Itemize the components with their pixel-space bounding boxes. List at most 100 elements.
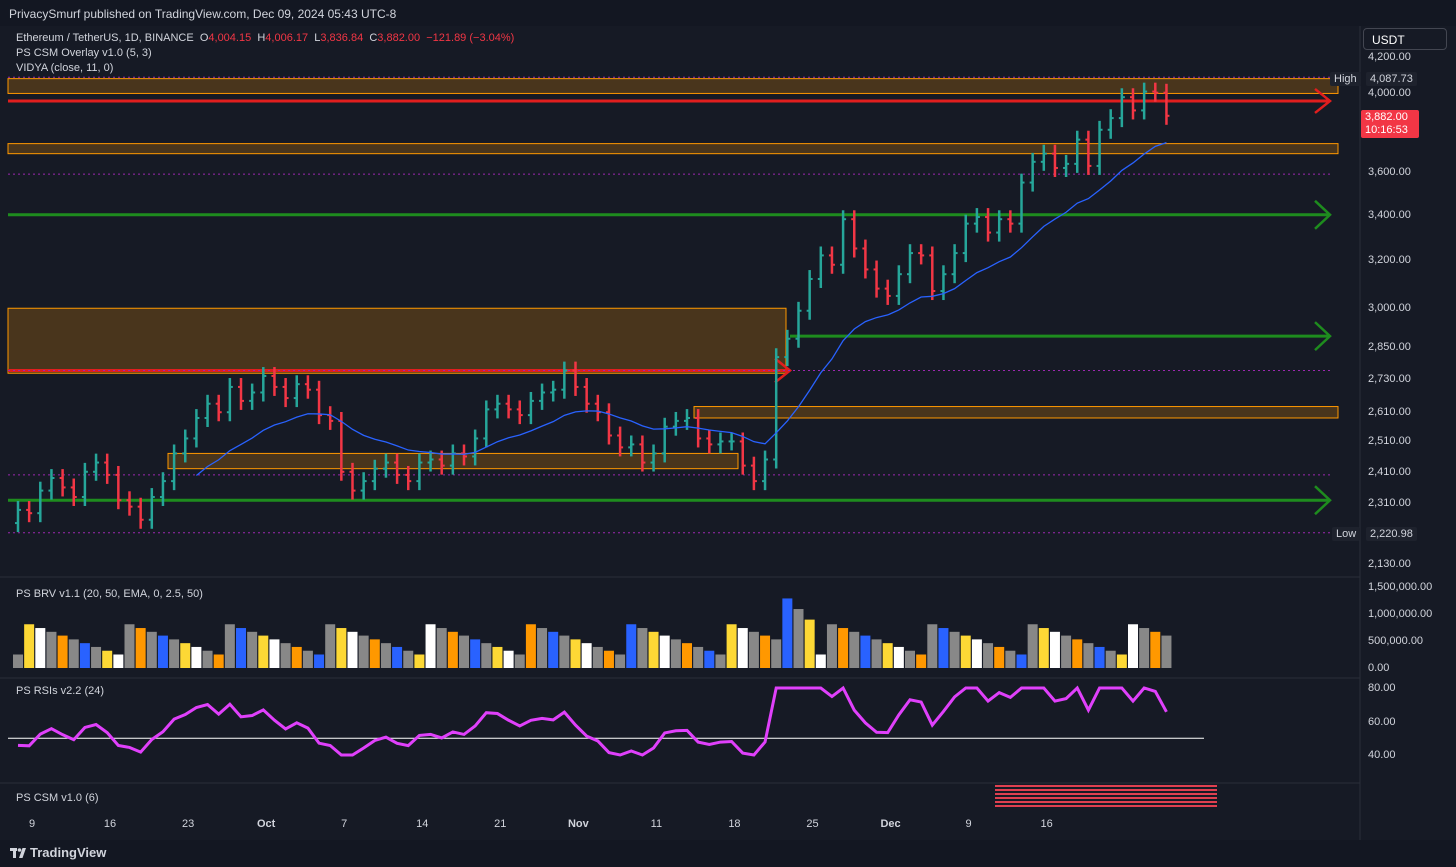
volume-bar [838,628,849,668]
time-tick: Oct [256,818,276,830]
high-tag-label: High [1334,73,1357,85]
volume-tick: 500,000.00 [1368,635,1424,647]
volume-bar [592,646,603,668]
volume-bar [603,650,614,668]
volume-bar [46,631,57,668]
high-label: H [257,32,266,44]
volume-bar [302,650,313,668]
volume-bar [1049,631,1060,668]
supply-zone [693,406,1339,419]
volume-bar [826,624,837,668]
high-tag: High [1330,72,1361,86]
symbol-legend: Ethereum / TetherUS, 1D, BINANCE O4,004.… [16,32,514,44]
volume-bar [726,624,737,668]
volume-bar [927,624,938,668]
volume-bar [258,635,269,668]
volume-bar [1083,643,1094,668]
volume-bar [1016,654,1027,668]
volume-bar [1072,639,1083,668]
csm-bar [995,785,1217,787]
volume-bar [670,639,681,668]
volume-bar [570,639,581,668]
volume-bar [113,654,124,668]
rsi-legend[interactable]: PS RSIs v2.2 (24) [16,685,105,697]
volume-bar [815,654,826,668]
supply-zone [7,78,1339,94]
symbol-name: Ethereum / TetherUS, 1D, BINANCE [16,32,194,44]
resistance-arrow [1314,87,1333,114]
volume-bar [559,635,570,668]
chart-canvas[interactable] [0,26,1456,840]
volume-bar [994,646,1005,668]
volume-bar [314,654,325,668]
volume-bar [1061,635,1072,668]
time-tick: 23 [181,818,195,830]
volume-bar [57,635,68,668]
volume-bar [893,646,904,668]
volume-bar [748,631,759,668]
volume-bar [1128,624,1138,668]
resistance-arrow [774,357,793,384]
volume-bar [403,650,414,668]
volume-bar [659,635,670,668]
bar-countdown: 10:16:53 [1365,124,1408,136]
volume-bar [1150,631,1161,668]
volume-bar [1094,646,1105,668]
overlay-legend[interactable]: PS CSM Overlay v1.0 (5, 3) [16,47,152,59]
volume-bar [760,635,771,668]
volume-bar [191,646,202,668]
volume-tick: 1,500,000.00 [1368,581,1433,593]
volume-bar [971,639,982,668]
price-tick: 3,600.00 [1368,166,1411,179]
volume-bar [247,631,258,668]
volume-bar [849,631,860,668]
volume-bar [380,643,391,668]
volume-bar [882,643,893,668]
csm-bar [995,801,1217,803]
volume-bar [682,643,692,668]
volume-bar [916,654,927,668]
volume-tick: 0.00 [1368,662,1390,674]
rsi-line [17,685,1168,757]
volume-bar [369,639,380,668]
volume-bar [169,639,180,668]
volume-bar [414,654,425,668]
volume-bar [771,639,782,668]
volume-bar [102,650,113,668]
vidya-legend[interactable]: VIDYA (close, 11, 0) [16,62,114,74]
volume-bar [1027,624,1038,668]
volume-bar [804,619,815,668]
open-value: 4,004.15 [208,32,252,44]
volume-bar [447,631,458,668]
high-tag-value: 4,087.73 [1366,72,1417,86]
volume-bar [436,628,447,668]
volume-bar [905,650,915,668]
time-tick: 25 [806,818,819,830]
csm-legend[interactable]: PS CSM v1.0 (6) [16,792,99,804]
volume-bar [960,635,971,668]
volume-bar [782,598,793,668]
rsi-tick: 60.00 [1368,715,1396,728]
currency-selector[interactable]: USDT [1363,28,1447,50]
volume-bar [938,628,949,668]
volume-bar [202,650,213,668]
tradingview-logo-icon [10,848,26,858]
volume-bar [68,639,79,668]
support-arrow [1314,321,1332,352]
volume-bar [793,609,804,668]
volume-bar [715,654,726,668]
volume-bar [1139,628,1150,668]
brv-legend[interactable]: PS BRV v1.1 (20, 50, EMA, 0, 2.5, 50) [16,588,203,600]
volume-bar [213,654,224,668]
volume-bar [581,643,592,668]
volume-bar [13,654,23,668]
chart-area[interactable] [0,26,1456,840]
publish-header: PrivacySmurf published on TradingView.co… [0,0,1456,26]
volume-bar [280,643,291,668]
supply-zone [7,143,1339,155]
high-value: 4,006.17 [265,32,309,44]
close-label: C [369,32,378,44]
support-arrow [1314,199,1332,230]
volume-bar [135,628,146,668]
open-label: O [199,32,209,44]
